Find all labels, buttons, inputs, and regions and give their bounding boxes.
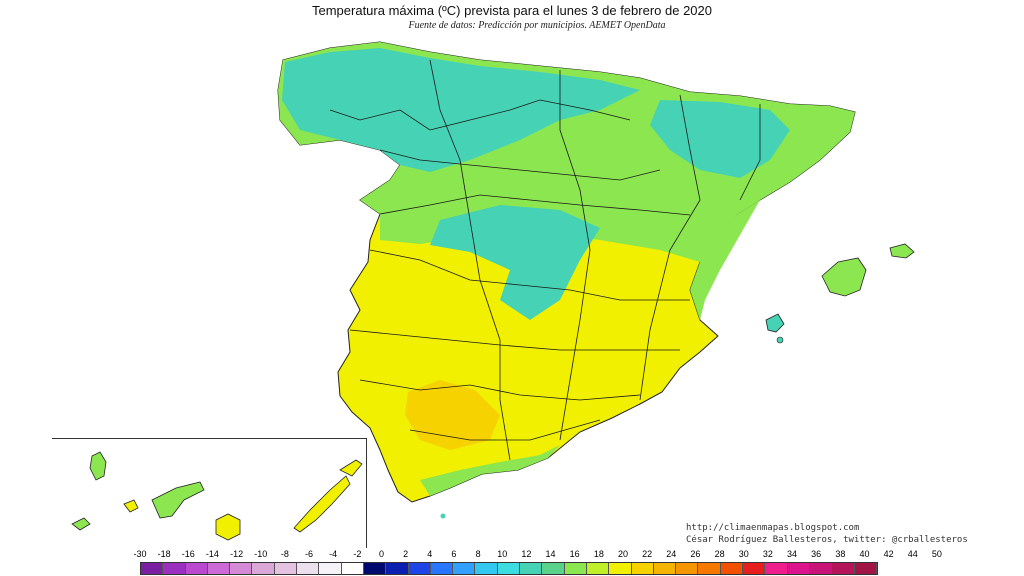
legend-label: 26: [690, 549, 701, 559]
legend-label: 44: [907, 549, 918, 559]
legend-swatch: [319, 563, 342, 574]
legend-label: 4: [427, 549, 433, 559]
andalusia-green-strip: [420, 445, 560, 496]
legend-label: 38: [835, 549, 846, 559]
legend-label: -2: [353, 549, 362, 559]
map-subtitle: Fuente de datos: Predicción por municipi…: [408, 20, 666, 31]
legend-label: 6: [451, 549, 457, 559]
legend-label: 24: [666, 549, 677, 559]
legend-swatch: [609, 563, 632, 574]
pyrenees-cool-zone: [650, 100, 790, 178]
canary-islands: [71, 451, 363, 541]
legend-label: -18: [157, 549, 171, 559]
legend-label: 14: [545, 549, 556, 559]
legend-label: -30: [133, 549, 147, 559]
legend-swatch: [720, 563, 744, 574]
legend-swatch: [743, 563, 766, 574]
canary-inset-frame: [52, 438, 367, 548]
legend-label: -10: [254, 549, 268, 559]
legend-swatch: [274, 563, 298, 574]
legend-label: 32: [762, 549, 773, 559]
legend-label: 12: [521, 549, 532, 559]
legend-swatch: [586, 563, 610, 574]
legend-swatch: [765, 563, 788, 574]
gran-canaria-island: [215, 513, 241, 541]
legend-swatch: [475, 563, 498, 574]
legend-swatch: [676, 563, 699, 574]
legend-swatch: [653, 563, 677, 574]
legend-swatch: [453, 563, 476, 574]
legend-label: -8: [280, 549, 289, 559]
province-borders: [329, 59, 761, 461]
legend-label: 20: [617, 549, 629, 559]
legend-swatch: [363, 563, 387, 574]
legend-swatch: [386, 563, 409, 574]
legend-label: 10: [497, 549, 508, 559]
legend-label: 8: [475, 549, 481, 559]
color-legend: -30 -18 -16 -14 -12 -10 -8 -6 -4 -2 0 2 4 6 8 10 12 14 16 1…: [128, 549, 948, 576]
legend-bar: [140, 562, 878, 575]
legend-swatch: [430, 563, 454, 574]
ibiza-island: [765, 313, 785, 333]
legend-label: -6: [305, 549, 314, 559]
legend-swatch: [497, 563, 521, 574]
legend-label: -14: [205, 549, 219, 559]
ceuta: [440, 513, 446, 519]
legend-swatch: [341, 563, 364, 574]
legend-swatch: [252, 563, 275, 574]
legend-label: 22: [642, 549, 653, 559]
tenerife-island: [151, 481, 205, 519]
legend-swatch: [185, 563, 208, 574]
legend-label: 2: [403, 549, 409, 559]
legend-swatch: [408, 563, 431, 574]
legend-label: 0: [378, 549, 385, 559]
legend-swatch: [631, 563, 654, 574]
legend-swatch: [787, 563, 810, 574]
legend-label: 18: [593, 549, 604, 559]
mallorca-island: [821, 257, 867, 297]
legend-label: 34: [787, 549, 798, 559]
map-title: Temperatura máxima (ºC) prevista para el…: [311, 3, 712, 18]
guadalquivir-warm-zone: [405, 380, 500, 450]
legend-swatch: [141, 563, 164, 574]
legend-label: -16: [181, 549, 195, 559]
legend-label: 42: [883, 549, 894, 559]
legend-label: 40: [859, 549, 870, 559]
legend-swatch: [832, 563, 855, 574]
legend-label: 36: [811, 549, 822, 559]
credit-author: César Rodríguez Ballesteros, twitter: @c…: [686, 535, 968, 545]
fuerteventura-island: [293, 475, 351, 533]
cantabrian-cool-zone: [282, 48, 640, 172]
legend-swatch: [542, 563, 565, 574]
legend-swatch: [564, 563, 587, 574]
legend-swatch: [230, 563, 253, 574]
formentera-island: [776, 336, 784, 344]
legend-label: 28: [714, 549, 725, 559]
legend-swatch: [163, 563, 186, 574]
credit-url: http://climaenmapas.blogspot.com: [686, 523, 860, 533]
legend-swatch: [809, 563, 833, 574]
menorca-island: [889, 243, 915, 259]
legend-label: 16: [569, 549, 580, 559]
legend-swatch: [854, 563, 877, 574]
legend-swatch: [698, 563, 721, 574]
legend-labels: -30 -18 -16 -14 -12 -10 -8 -6 -4 -2 0 2 4 6 8 10 12 14 16 1…: [128, 549, 948, 561]
legend-label: -12: [230, 549, 244, 559]
legend-label: -4: [329, 549, 338, 559]
legend-label: 30: [738, 549, 749, 559]
legend-swatch: [520, 563, 543, 574]
la-gomera-island: [123, 499, 139, 513]
legend-swatch: [207, 563, 231, 574]
el-hierro-island: [71, 517, 91, 531]
lanzarote-island: [339, 459, 363, 477]
legend-label: 50: [931, 549, 942, 559]
la-palma-island: [89, 451, 107, 481]
legend-swatch: [297, 563, 320, 574]
mediterranean-green-strip: [690, 200, 760, 320]
